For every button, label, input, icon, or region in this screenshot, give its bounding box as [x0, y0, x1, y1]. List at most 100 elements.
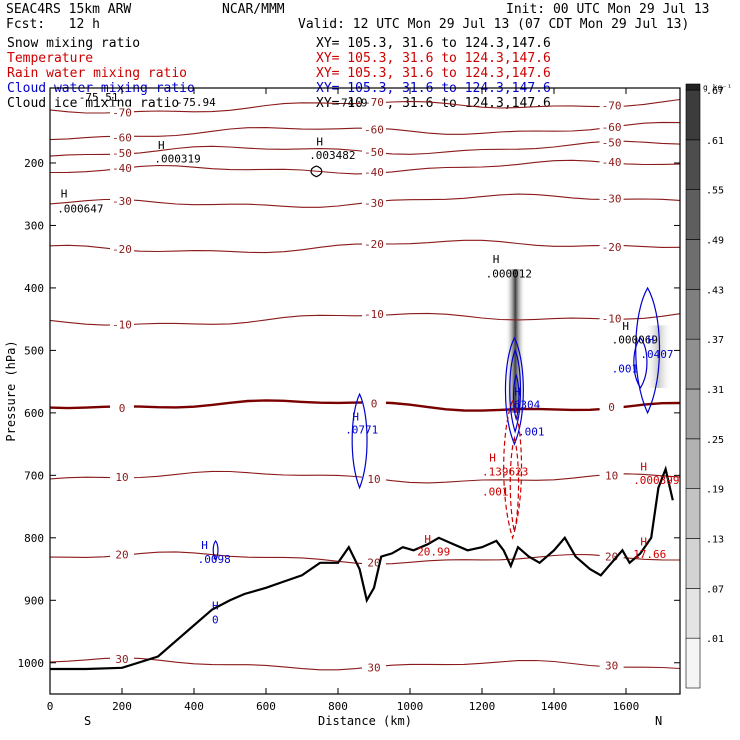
- field-annotation: H: [622, 320, 629, 333]
- isotherm-label: -70: [602, 99, 622, 112]
- ice-shading-right: [644, 325, 673, 388]
- field-annotation: .000069: [612, 334, 658, 347]
- colorbar-tick-label: .01: [706, 634, 724, 645]
- field-annotation: H: [212, 600, 219, 613]
- isotherm-label-bg: [599, 469, 624, 482]
- legend-field-2: Rain water mixing ratio: [7, 66, 188, 81]
- legend-field-0: Snow mixing ratio: [7, 36, 141, 51]
- rain-contour: [509, 435, 520, 532]
- isotherm-label-bg: [599, 401, 624, 414]
- isotherm-label: 0: [608, 401, 615, 414]
- field-annotation: -75.51: [79, 91, 119, 104]
- isotherm-label: 10: [115, 471, 128, 484]
- plot-frame: [49, 87, 681, 695]
- isotherm-label: -10: [364, 308, 384, 321]
- cloud-water-contour: [512, 373, 520, 422]
- y-tick-label: 300: [24, 219, 44, 232]
- y-tick-label: 700: [24, 469, 44, 482]
- colorbar-unit: g kg⁻¹: [703, 83, 732, 92]
- colorbar-segment: [685, 438, 701, 489]
- isotherm-label: 30: [605, 660, 618, 673]
- colorbar-tick-label: .49: [706, 236, 724, 247]
- isotherm-label: -20: [112, 243, 132, 256]
- colorbar-segment: [685, 488, 701, 539]
- isotherm-label-bg: [362, 238, 386, 251]
- colorbar-tick-label: .67: [706, 86, 724, 97]
- field-annotation: H: [158, 139, 165, 152]
- colorbar-segment: [685, 139, 701, 190]
- isotherm-label: -40: [602, 156, 622, 169]
- field-annotation: H: [316, 135, 323, 148]
- y-tick-label: 600: [24, 407, 44, 420]
- x-tick-label: 800: [328, 700, 348, 713]
- isotherm-label-bg: [599, 136, 624, 149]
- isotherm-label: -10: [602, 313, 622, 326]
- field-annotation: 17.66: [633, 548, 666, 561]
- x-tick-label: 0: [47, 700, 54, 713]
- isotherm-label: 0: [119, 402, 126, 415]
- field-annotation: H: [514, 385, 521, 398]
- isotherm-label: -40: [364, 166, 384, 179]
- field-annotation: .000647: [57, 202, 103, 215]
- isotherm-label-bg: [110, 194, 134, 207]
- isotherm-label: 30: [115, 653, 128, 666]
- colorbar-tick-label: .13: [706, 535, 724, 546]
- cloud-water-contour: [212, 539, 219, 561]
- colorbar-tick-label: .07: [706, 584, 724, 595]
- colorbar-segment: [685, 637, 701, 689]
- isotherm-label-bg: [599, 99, 624, 112]
- x-tick-label: 1400: [541, 700, 568, 713]
- isotherm-label: -70: [112, 107, 132, 120]
- isotherm-label: -60: [364, 124, 384, 137]
- field-annotation: .0771: [345, 423, 378, 436]
- isotherm-label-bg: [362, 308, 386, 321]
- field-annotation: H: [61, 187, 68, 200]
- isotherm-label-bg: [362, 661, 386, 674]
- isotherm-label-bg: [110, 653, 134, 666]
- isotherm-label-bg: [362, 95, 386, 108]
- colorbar-segment: [685, 538, 701, 589]
- isotherm-label-bg: [110, 401, 134, 414]
- isotherm-label-bg: [362, 146, 386, 159]
- field-annotation: .139623: [482, 465, 528, 478]
- field-annotation: H: [493, 253, 500, 266]
- legend-xy-2: XY= 105.3, 31.6 to 124.3,147.6: [316, 66, 551, 81]
- x-axis-label: Distance (km): [318, 714, 412, 728]
- field-annotation: H: [489, 452, 496, 465]
- field-annotation: .003482: [309, 149, 355, 162]
- y-tick-label: 500: [24, 344, 44, 357]
- field-annotation: .001: [482, 485, 509, 498]
- isotherm-label: -70: [364, 96, 384, 109]
- isotherm-label-bg: [110, 162, 134, 175]
- x-tick-label: 400: [184, 700, 204, 713]
- colorbar-top-segment: [685, 83, 701, 91]
- isotherm-label-bg: [110, 106, 134, 119]
- y-tick-label: 800: [24, 532, 44, 545]
- isotherm-label-bg: [110, 146, 134, 159]
- isotherm-label: -30: [112, 195, 132, 208]
- forecast-label: Fcst: 12 h: [6, 17, 100, 32]
- legend-field-1: Temperature: [7, 51, 94, 66]
- y-tick-label: 900: [24, 594, 44, 607]
- isotherm-label-bg: [599, 240, 624, 253]
- cloud-water-contour: [351, 392, 368, 490]
- field-annotation: -74.9: [334, 97, 367, 110]
- isotherm-label-bg: [599, 120, 624, 133]
- valid-label: Valid: 12 UTC Mon 29 Jul 13 (07 CDT Mon …: [298, 17, 690, 32]
- field-annotation: .6304: [507, 398, 540, 411]
- rain-contour: [503, 398, 523, 540]
- isotherm-label: 20: [367, 557, 380, 570]
- x-tick-label: 1200: [469, 700, 496, 713]
- legend-field-4: Cloud ice mixing ratio: [7, 96, 180, 111]
- isotherm-label: 0: [371, 397, 378, 410]
- field-annotation: .000012: [486, 267, 532, 280]
- isotherm-label: -30: [602, 193, 622, 206]
- isotherm-label-bg: [362, 196, 386, 209]
- cloud-water-contour: [633, 336, 648, 389]
- colorbar-segment: [685, 388, 701, 440]
- colorbar-segment: [685, 239, 701, 290]
- field-annotation: H: [352, 410, 359, 423]
- y-tick-label: 200: [24, 157, 44, 170]
- colorbar-tick-label: .37: [706, 335, 724, 346]
